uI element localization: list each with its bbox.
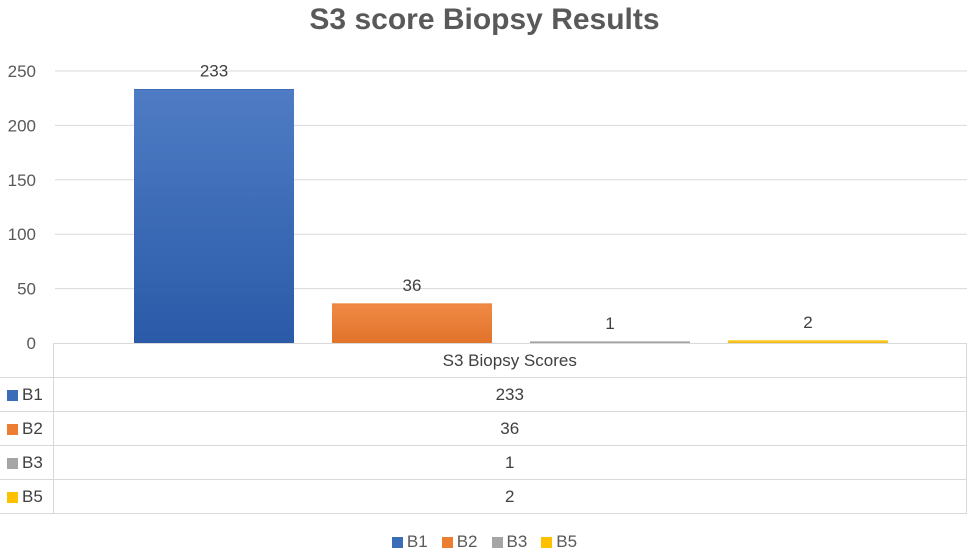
chart-legend: B1 B2 B3 B5 [0, 532, 969, 552]
y-tick-label: 50 [17, 280, 36, 299]
legend-swatch-icon [391, 537, 403, 548]
legend-swatch-icon [441, 537, 453, 548]
series-swatch-icon [7, 457, 18, 469]
bar-b2 [332, 303, 492, 343]
legend-swatch-icon [541, 537, 553, 548]
table-header-row: S3 Biopsy Scores [0, 343, 967, 378]
table-series-name: B2 [22, 418, 43, 438]
legend-label: B3 [506, 532, 528, 551]
legend-item-b5: B5 [541, 532, 577, 552]
y-tick-label: 250 [8, 62, 36, 81]
y-tick-label: 100 [8, 225, 36, 244]
table-row: B1 233 [0, 377, 967, 412]
table-header-spacer [0, 343, 54, 378]
legend-item-b2: B2 [441, 532, 478, 552]
legend-item-b1: B1 [391, 532, 428, 552]
table-series-key: B1 [0, 377, 54, 412]
chart-title: S3 score Biopsy Results [309, 3, 660, 36]
bar-b1 [134, 89, 294, 343]
table-series-value: 36 [52, 411, 967, 446]
table-row: B3 1 [0, 445, 967, 480]
data-table: S3 Biopsy Scores B1 233 B2 36 B3 1 B5 2 [0, 343, 967, 514]
table-series-key: B3 [0, 445, 54, 480]
table-series-name: B5 [22, 486, 43, 506]
bar-b5 [728, 340, 888, 343]
series-swatch-icon [7, 491, 18, 503]
data-label-b3: 1 [605, 314, 614, 333]
legend-label: B1 [406, 532, 428, 551]
table-series-value: 233 [52, 377, 967, 412]
data-label-b1: 233 [200, 61, 228, 80]
table-series-name: B3 [22, 452, 43, 472]
table-series-name: B1 [22, 384, 43, 404]
series-swatch-icon [7, 423, 18, 435]
y-tick-label: 200 [8, 116, 36, 135]
table-row: B2 36 [0, 411, 967, 446]
legend-label: B5 [556, 532, 578, 551]
table-series-value: 2 [52, 479, 967, 514]
table-series-value: 1 [52, 445, 967, 480]
table-category-header: S3 Biopsy Scores [52, 343, 967, 378]
legend-item-b3: B3 [491, 532, 528, 552]
data-label-b5: 2 [803, 313, 812, 332]
bar-b3 [530, 341, 690, 343]
series-swatch-icon [7, 389, 18, 401]
table-row: B5 2 [0, 479, 967, 514]
data-label-b2: 36 [403, 276, 422, 295]
table-series-key: B5 [0, 479, 54, 514]
table-series-key: B2 [0, 411, 54, 446]
y-tick-label: 150 [8, 171, 36, 190]
legend-label: B2 [456, 532, 478, 551]
legend-swatch-icon [491, 537, 503, 548]
